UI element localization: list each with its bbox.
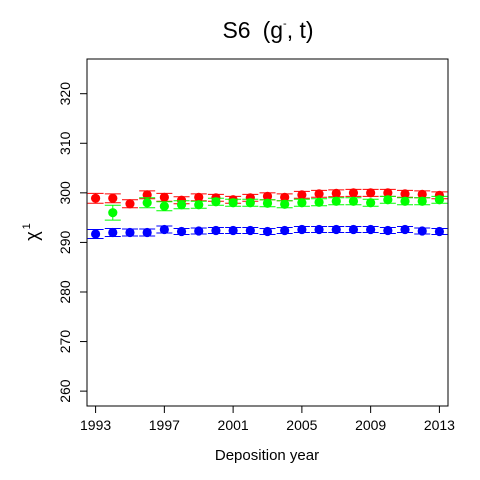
y-tick-label: 280 [57, 280, 73, 304]
data-point [160, 193, 169, 202]
data-point [366, 188, 375, 197]
data-point [400, 197, 409, 206]
data-point [91, 194, 100, 203]
data-point [349, 197, 358, 206]
data-point [297, 190, 306, 199]
data-point [211, 226, 220, 235]
chart-title-args: (g [263, 17, 283, 43]
data-point [263, 199, 272, 208]
x-tick-label: 1993 [80, 417, 111, 433]
data-point [108, 208, 117, 217]
x-tick-label: 2005 [286, 417, 317, 433]
data-point [211, 197, 220, 206]
x-axis: 1993 1997 2001 2005 2009 2013 [80, 406, 455, 433]
data-point [108, 228, 117, 237]
x-tick-label: 1997 [149, 417, 180, 433]
x-tick-label: 2001 [218, 417, 249, 433]
data-point [194, 226, 203, 235]
chart-title: S6 (g-, t) [222, 17, 313, 43]
data-point [246, 198, 255, 207]
y-tick-label: 300 [57, 181, 73, 205]
data-point [229, 198, 238, 207]
data-point [332, 225, 341, 234]
x-tick-label: 2013 [424, 417, 455, 433]
chart-title-main: S6 [222, 17, 250, 43]
data-point [160, 202, 169, 211]
data-point [125, 228, 134, 237]
y-axis: 260 270 280 290 300 310 320 [57, 82, 87, 403]
y-tick-label: 290 [57, 231, 73, 255]
data-point [435, 195, 444, 204]
data-point [263, 227, 272, 236]
data-point [314, 189, 323, 198]
data-point [91, 229, 100, 238]
chart-title-rest: , t) [287, 17, 314, 43]
series-2 [105, 195, 448, 220]
data-point [314, 225, 323, 234]
data-point [418, 197, 427, 206]
data-point [177, 200, 186, 209]
data-point [108, 194, 117, 203]
data-point [366, 198, 375, 207]
data-point [194, 200, 203, 209]
data-point [297, 198, 306, 207]
data-point [366, 225, 375, 234]
series-layer [88, 188, 448, 238]
data-point [246, 226, 255, 235]
y-tick-label: 270 [57, 330, 73, 354]
data-point [332, 189, 341, 198]
data-point [383, 195, 392, 204]
data-point [143, 198, 152, 207]
data-point [177, 227, 186, 236]
data-point [280, 200, 289, 209]
y-axis-label-sup: 1 [21, 223, 33, 229]
data-point [400, 225, 409, 234]
y-tick-label: 320 [57, 82, 73, 106]
series-3 [88, 225, 448, 239]
x-axis-label: Deposition year [215, 447, 319, 464]
data-point [229, 226, 238, 235]
y-axis-label: χ1 [21, 223, 42, 241]
data-point [314, 198, 323, 207]
data-point [125, 199, 134, 208]
data-point [143, 228, 152, 237]
data-point [435, 227, 444, 236]
data-point [280, 226, 289, 235]
data-point [160, 225, 169, 234]
x-tick-label: 2009 [355, 417, 386, 433]
data-point [383, 226, 392, 235]
data-point [349, 225, 358, 234]
data-point [297, 225, 306, 234]
y-axis-label-symbol: χ [22, 231, 42, 241]
y-tick-label: 260 [57, 379, 73, 403]
data-point [332, 197, 341, 206]
data-point [349, 188, 358, 197]
data-point [418, 226, 427, 235]
y-tick-label: 310 [57, 131, 73, 155]
